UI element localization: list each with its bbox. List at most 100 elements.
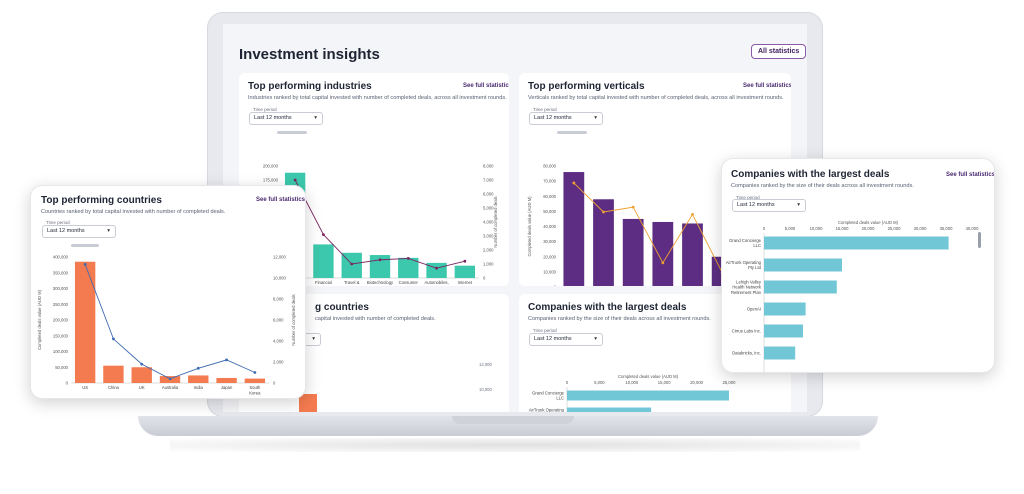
bar <box>764 302 806 316</box>
chevron-down-icon: ▾ <box>797 202 800 208</box>
x-tick-label: India <box>194 385 204 390</box>
industries-time-select[interactable]: Last 12 months ▾ <box>249 112 323 125</box>
x-tick-label: 35,000 <box>940 226 953 231</box>
y-tick-label: Grand Concierge <box>729 238 762 243</box>
y-tick-label: 80,000 <box>543 164 556 169</box>
bar <box>563 172 585 286</box>
y-tick-label: 150,000 <box>53 333 69 338</box>
x-tick-label: 30,000 <box>914 226 927 231</box>
industries-subtitle: Industries ranked by total capital inves… <box>248 95 507 101</box>
y-axis-label: Completed deals value (AUD M) <box>527 196 532 257</box>
y-tick-label: Lehigh Valley <box>736 279 762 284</box>
y-tick-label: OpenAI <box>747 307 761 312</box>
bar <box>682 223 703 286</box>
y2-tick-label: 2,000 <box>273 360 284 365</box>
line-point <box>140 362 144 366</box>
y-tick-label: 100,000 <box>53 349 69 354</box>
y2-tick-label: 4,000 <box>483 220 494 225</box>
y-tick-label: 50,000 <box>543 209 556 214</box>
bar <box>216 377 237 383</box>
x-tick-label: 40,000 <box>966 226 979 231</box>
countries-time-select[interactable]: Last 12 months ▾ <box>42 225 116 238</box>
countries-bg-subtitle: capital invested with number of complete… <box>315 316 436 322</box>
y-tick-label: LLC <box>753 243 761 248</box>
line-point <box>350 262 354 266</box>
verticals-time-label: Time period <box>533 107 557 112</box>
x-tick-label: Automobiles, <box>424 280 448 285</box>
countries-scroll-handle[interactable] <box>71 244 99 247</box>
y-tick-label: Pty Ltd <box>748 265 762 270</box>
countries-time-value: Last 12 months <box>47 228 85 234</box>
countries-bg-bar <box>299 394 317 412</box>
y-tick-label: Databricks, Inc. <box>732 351 761 356</box>
y-tick-label: 0 <box>554 285 557 287</box>
line-point <box>196 366 200 370</box>
y-tick-label: 400,000 <box>53 255 69 260</box>
x-tick-label: 25,000 <box>888 226 901 231</box>
y-tick-label: AirTrunk Operating <box>726 260 762 265</box>
all-statistics-button[interactable]: All statistics <box>751 44 807 59</box>
largest-time-value: Last 12 months <box>737 202 775 208</box>
verticals-see-full-link[interactable]: See full statistics <box>743 83 791 89</box>
countries-see-full-link[interactable]: See full statistics <box>256 197 306 203</box>
bar <box>764 236 949 250</box>
bar <box>398 257 419 278</box>
largest-see-full-link[interactable]: See full statistics <box>946 172 995 178</box>
y-tick-label: 0 <box>66 381 69 386</box>
countries-bg-title: g countries <box>315 302 369 313</box>
bar <box>593 199 614 286</box>
line-point <box>572 181 576 185</box>
countries-card: Top performing countries See full statis… <box>30 185 306 399</box>
bar <box>426 262 447 278</box>
bar <box>764 346 796 360</box>
y-tick-label: 70,000 <box>543 179 556 184</box>
y-tick-label: 250,000 <box>53 302 69 307</box>
x-tick-label: US <box>82 385 88 390</box>
line-point <box>406 257 410 260</box>
y-tick-label: Grand Concierge <box>532 391 565 396</box>
y2-tick-label: 8,000 <box>273 297 284 302</box>
x-tick-label: Travel & <box>344 280 360 285</box>
verticals-chart: 80,000 70,000 60,000 50,000 40,000 30,000 20,0… <box>527 164 733 287</box>
x-tick-label: Financial <box>315 280 332 285</box>
bar <box>567 407 652 412</box>
y-tick-label: Health Network <box>732 285 762 290</box>
largest-time-select[interactable]: Last 12 months ▾ <box>732 199 806 212</box>
y2-tick-label: 10,000 <box>273 276 286 281</box>
countries-chart: 400,000 350,000 300,000 250,000 200,000 150,0… <box>37 255 296 396</box>
x-tick-label: South <box>249 385 261 390</box>
y2-axis-label: Number of completed deals <box>291 294 296 345</box>
line-point <box>225 358 228 362</box>
y-tick-label: 20,000 <box>543 254 556 259</box>
y2-tick-label: 2,000 <box>483 248 494 253</box>
bar <box>244 378 266 383</box>
bar <box>622 218 644 286</box>
largest-bg-time-select[interactable]: Last 12 months ▾ <box>529 333 603 346</box>
verticals-scroll-handle[interactable] <box>557 131 587 134</box>
industries-see-full-link[interactable]: See full statistics <box>463 83 509 89</box>
countries-time-label: Time period <box>46 220 70 225</box>
x-tick-label: 10,000 <box>625 380 638 385</box>
largest-bg-title: Companies with the largest deals <box>528 302 687 313</box>
largest-chart: Completed deals value (AUD M) 0 5,000 10,00… <box>726 220 979 372</box>
countries-bg-y2-tick: 10,000 <box>479 387 492 392</box>
y-tick-label: 30,000 <box>543 239 556 244</box>
largest-bg-time-value: Last 12 months <box>534 336 572 342</box>
industries-scroll-handle[interactable] <box>277 131 307 134</box>
largest-scroll-handle[interactable] <box>978 232 981 248</box>
y-tick-label: LLC <box>556 396 564 401</box>
bar <box>764 258 842 272</box>
largest-title: Companies with the largest deals <box>731 169 890 180</box>
x-tick-label: 15,000 <box>658 380 671 385</box>
y2-tick-label: 8,000 <box>483 164 494 169</box>
verticals-time-value: Last 12 months <box>534 115 572 121</box>
line-point <box>661 261 665 265</box>
y2-tick-label: 0 <box>273 381 276 386</box>
y-tick-label: 60,000 <box>543 194 556 199</box>
y-axis-label: Completed deals value (AUD M) <box>37 289 42 350</box>
line-point <box>435 266 438 270</box>
largest-card: Companies with the largest deals See ful… <box>721 158 995 373</box>
x-tick-label: Services <box>315 285 331 286</box>
verticals-time-select[interactable]: Last 12 months ▾ <box>529 112 603 125</box>
line-point <box>463 259 467 263</box>
